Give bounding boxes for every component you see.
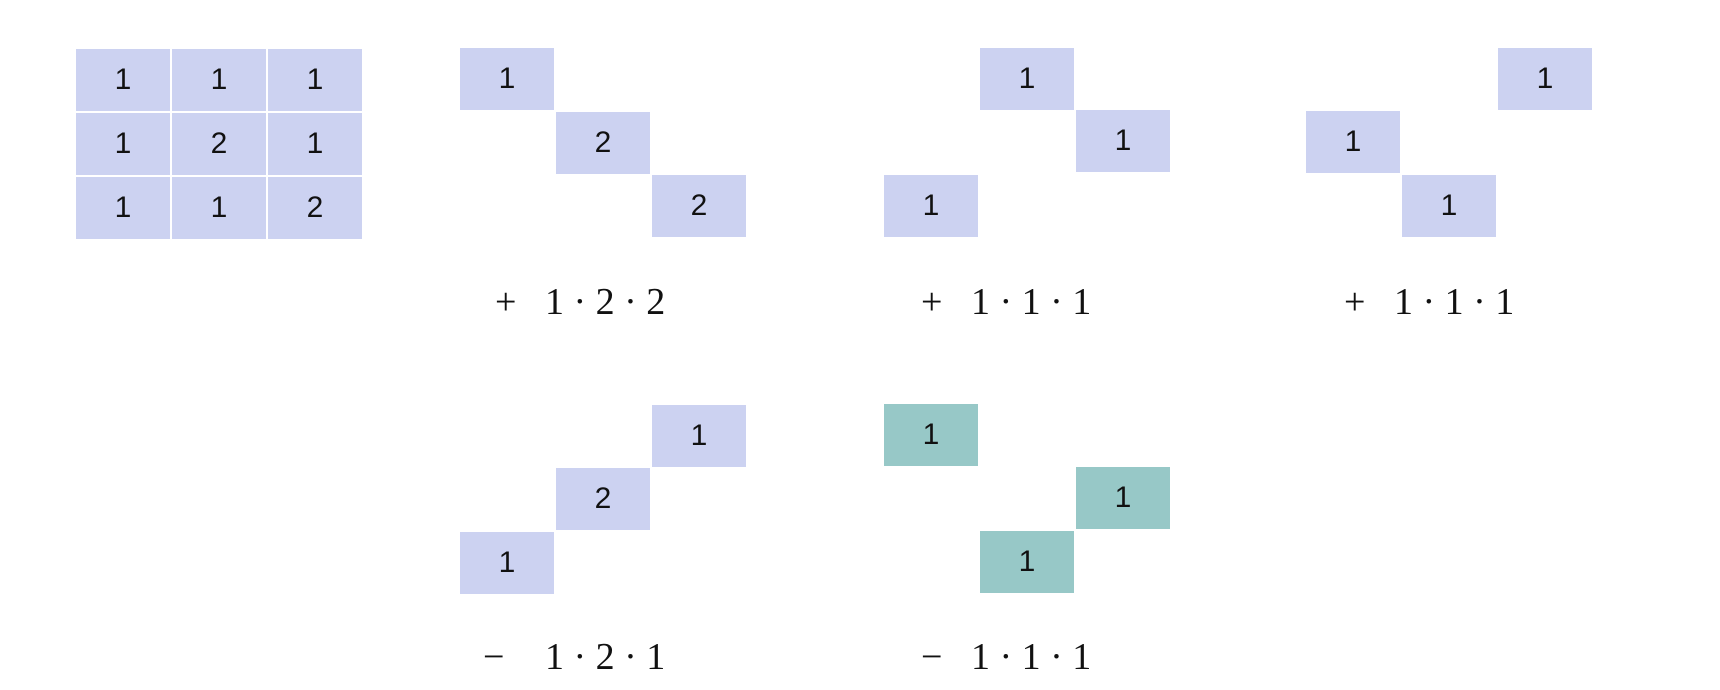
matrix-cell-r2c3: 1	[268, 113, 362, 175]
term-4-sign: −	[483, 636, 505, 678]
term-1-sign: +	[495, 281, 517, 323]
term-5-cell-2: 1	[1076, 467, 1170, 529]
term-4-cell-2: 2	[556, 468, 650, 530]
term-3-product: 1 · 1 · 1	[1394, 281, 1515, 323]
term-5-sign: −	[921, 636, 943, 678]
matrix-cell-r3c2: 1	[172, 177, 266, 239]
term-1-product: 1 · 2 · 2	[545, 281, 666, 323]
term-4-cell-3: 1	[460, 532, 554, 594]
matrix-cell-r3c1: 1	[76, 177, 170, 239]
term-3-sign: +	[1344, 281, 1366, 323]
matrix-cell-r3c3: 2	[268, 177, 362, 239]
term-5-expression: −1 · 1 · 1	[921, 638, 1091, 676]
matrix-cell-r1c2: 1	[172, 49, 266, 111]
term-5-cell-1: 1	[884, 404, 978, 466]
term-4-expression: −1 · 2 · 1	[483, 638, 665, 676]
term-4-product: 1 · 2 · 1	[545, 636, 666, 678]
term-2-cell-2: 1	[1076, 110, 1170, 172]
matrix-cell-r1c3: 1	[268, 49, 362, 111]
term-4-cell-1: 1	[652, 405, 746, 467]
term-3-cell-2: 1	[1306, 111, 1400, 173]
term-1-cell-2: 2	[556, 112, 650, 174]
term-2-sign: +	[921, 281, 943, 323]
term-5-cell-3: 1	[980, 531, 1074, 593]
term-2-cell-3: 1	[884, 175, 978, 237]
matrix-cell-r2c1: 1	[76, 113, 170, 175]
term-3-expression: +1 · 1 · 1	[1344, 283, 1514, 321]
matrix-cell-r2c2: 2	[172, 113, 266, 175]
term-3-cell-1: 1	[1498, 48, 1592, 110]
term-2-cell-1: 1	[980, 48, 1074, 110]
matrix-cell-r1c1: 1	[76, 49, 170, 111]
term-3-cell-3: 1	[1402, 175, 1496, 237]
term-1-cell-3: 2	[652, 175, 746, 237]
term-1-cell-1: 1	[460, 48, 554, 110]
term-2-product: 1 · 1 · 1	[971, 281, 1092, 323]
term-5-product: 1 · 1 · 1	[971, 636, 1092, 678]
term-2-expression: +1 · 1 · 1	[921, 283, 1091, 321]
term-1-expression: +1 · 2 · 2	[495, 283, 665, 321]
